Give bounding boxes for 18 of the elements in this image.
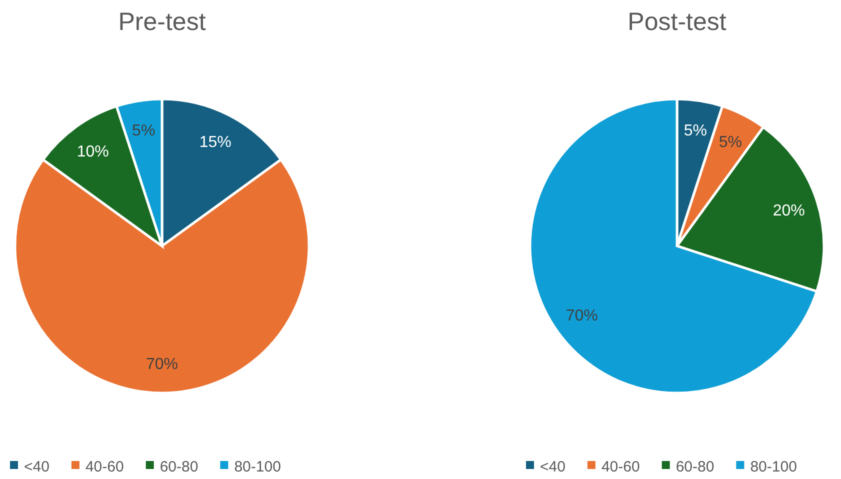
legend-label: 40-60 [601,458,640,476]
chart-title: Pre-test [118,8,206,36]
legend-label: 80-100 [750,458,797,476]
data-label: 15% [199,134,232,151]
legend-label: 60-80 [160,458,198,476]
legend-label: 60-80 [676,458,714,476]
legend-label: <40 [540,458,566,476]
legend-label: <40 [24,458,50,476]
data-label: 70% [566,308,598,325]
legend-label: 80-100 [234,458,281,476]
data-label: 20% [772,202,805,220]
data-label: 5% [132,122,156,140]
data-label: 70% [146,356,178,374]
legend-label: 40-60 [85,458,124,476]
data-label: 5% [684,122,707,140]
data-label: 10% [76,143,109,160]
chart-title: Post-test [628,8,726,36]
data-label: 5% [718,134,742,151]
